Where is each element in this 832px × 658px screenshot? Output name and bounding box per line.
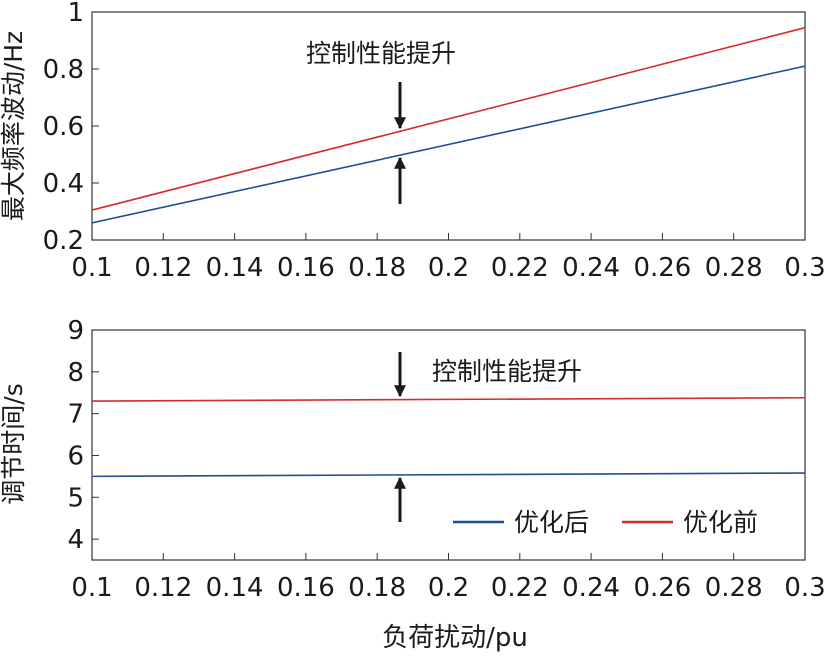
x-tick-labels: 0.1 0.12 0.14 0.16 0.18 0.2 0.22 0.24 0.26 0.28 0.… <box>71 553 826 603</box>
x-tick-label: 0.1 <box>71 573 112 603</box>
x-tick-label: 0.14 <box>206 253 264 283</box>
y-tick-label: 0.8 <box>43 55 84 85</box>
y-tick-label: 8 <box>67 358 84 388</box>
x-tick-label: 0.24 <box>562 253 620 283</box>
x-tick-label: 0.26 <box>633 573 691 603</box>
series-lines <box>91 396 806 478</box>
x-tick-label: 0.22 <box>491 573 549 603</box>
x-tick-label: 0.2 <box>428 573 469 603</box>
y-tick-labels: 0.2 0.4 0.6 0.8 1 <box>43 0 99 256</box>
frequency-chart: 0.1 0.12 0.14 0.16 0.18 0.2 0.22 0.24 0.26 0.28 0.… <box>0 0 826 283</box>
series-lines <box>91 26 806 224</box>
x-tick-labels: 0.1 0.12 0.14 0.16 0.18 0.2 0.22 0.24 0.26 0.28 0.… <box>71 233 826 283</box>
x-tick-label: 0.18 <box>348 253 406 283</box>
x-tick-label: 0.24 <box>562 573 620 603</box>
x-tick-label: 0.1 <box>71 253 112 283</box>
x-tick-label: 0.12 <box>134 573 192 603</box>
x-tick-label: 0.26 <box>633 253 691 283</box>
y-tick-labels: 4 5 6 7 8 9 <box>67 316 99 555</box>
series-line-after <box>91 472 806 478</box>
y-tick-label: 0.2 <box>43 226 84 256</box>
legend: 优化后 优化前 <box>453 508 758 537</box>
y-tick-label: 0.6 <box>43 112 84 142</box>
x-axis-label: 负荷扰动/pu <box>382 623 528 653</box>
y-tick-label: 0.4 <box>43 169 84 199</box>
x-tick-label: 0.28 <box>705 253 763 283</box>
series-line-after <box>91 65 806 224</box>
legend-label-before: 优化前 <box>683 508 758 537</box>
annotation-text: 控制性能提升 <box>306 39 456 68</box>
settling-time-chart: 0.1 0.12 0.14 0.16 0.18 0.2 0.22 0.24 0.26 0.28 0.… <box>0 316 826 653</box>
x-tick-label: 0.22 <box>491 253 549 283</box>
y-tick-label: 6 <box>67 441 84 471</box>
x-tick-label: 0.2 <box>428 253 469 283</box>
y-tick-label: 7 <box>67 400 84 430</box>
x-tick-label: 0.18 <box>348 573 406 603</box>
x-tick-label: 0.14 <box>206 573 264 603</box>
x-tick-label: 0.12 <box>134 253 192 283</box>
x-tick-label: 0.28 <box>705 573 763 603</box>
x-tick-label: 0.16 <box>277 573 335 603</box>
legend-label-after: 优化后 <box>514 508 589 537</box>
x-tick-label: 0.3 <box>784 573 825 603</box>
y-tick-label: 1 <box>67 0 84 28</box>
y-tick-label: 5 <box>67 483 84 513</box>
x-tick-label: 0.16 <box>277 253 335 283</box>
y-tick-label: 4 <box>67 525 84 555</box>
series-line-before <box>91 26 806 211</box>
annotation-text: 控制性能提升 <box>432 357 582 386</box>
y-axis-label: 调节时间/s <box>0 383 28 504</box>
x-tick-label: 0.3 <box>784 253 825 283</box>
y-tick-label: 9 <box>67 316 84 346</box>
series-line-before <box>91 396 806 402</box>
y-axis-label: 最大频率波动/Hz <box>0 31 28 221</box>
